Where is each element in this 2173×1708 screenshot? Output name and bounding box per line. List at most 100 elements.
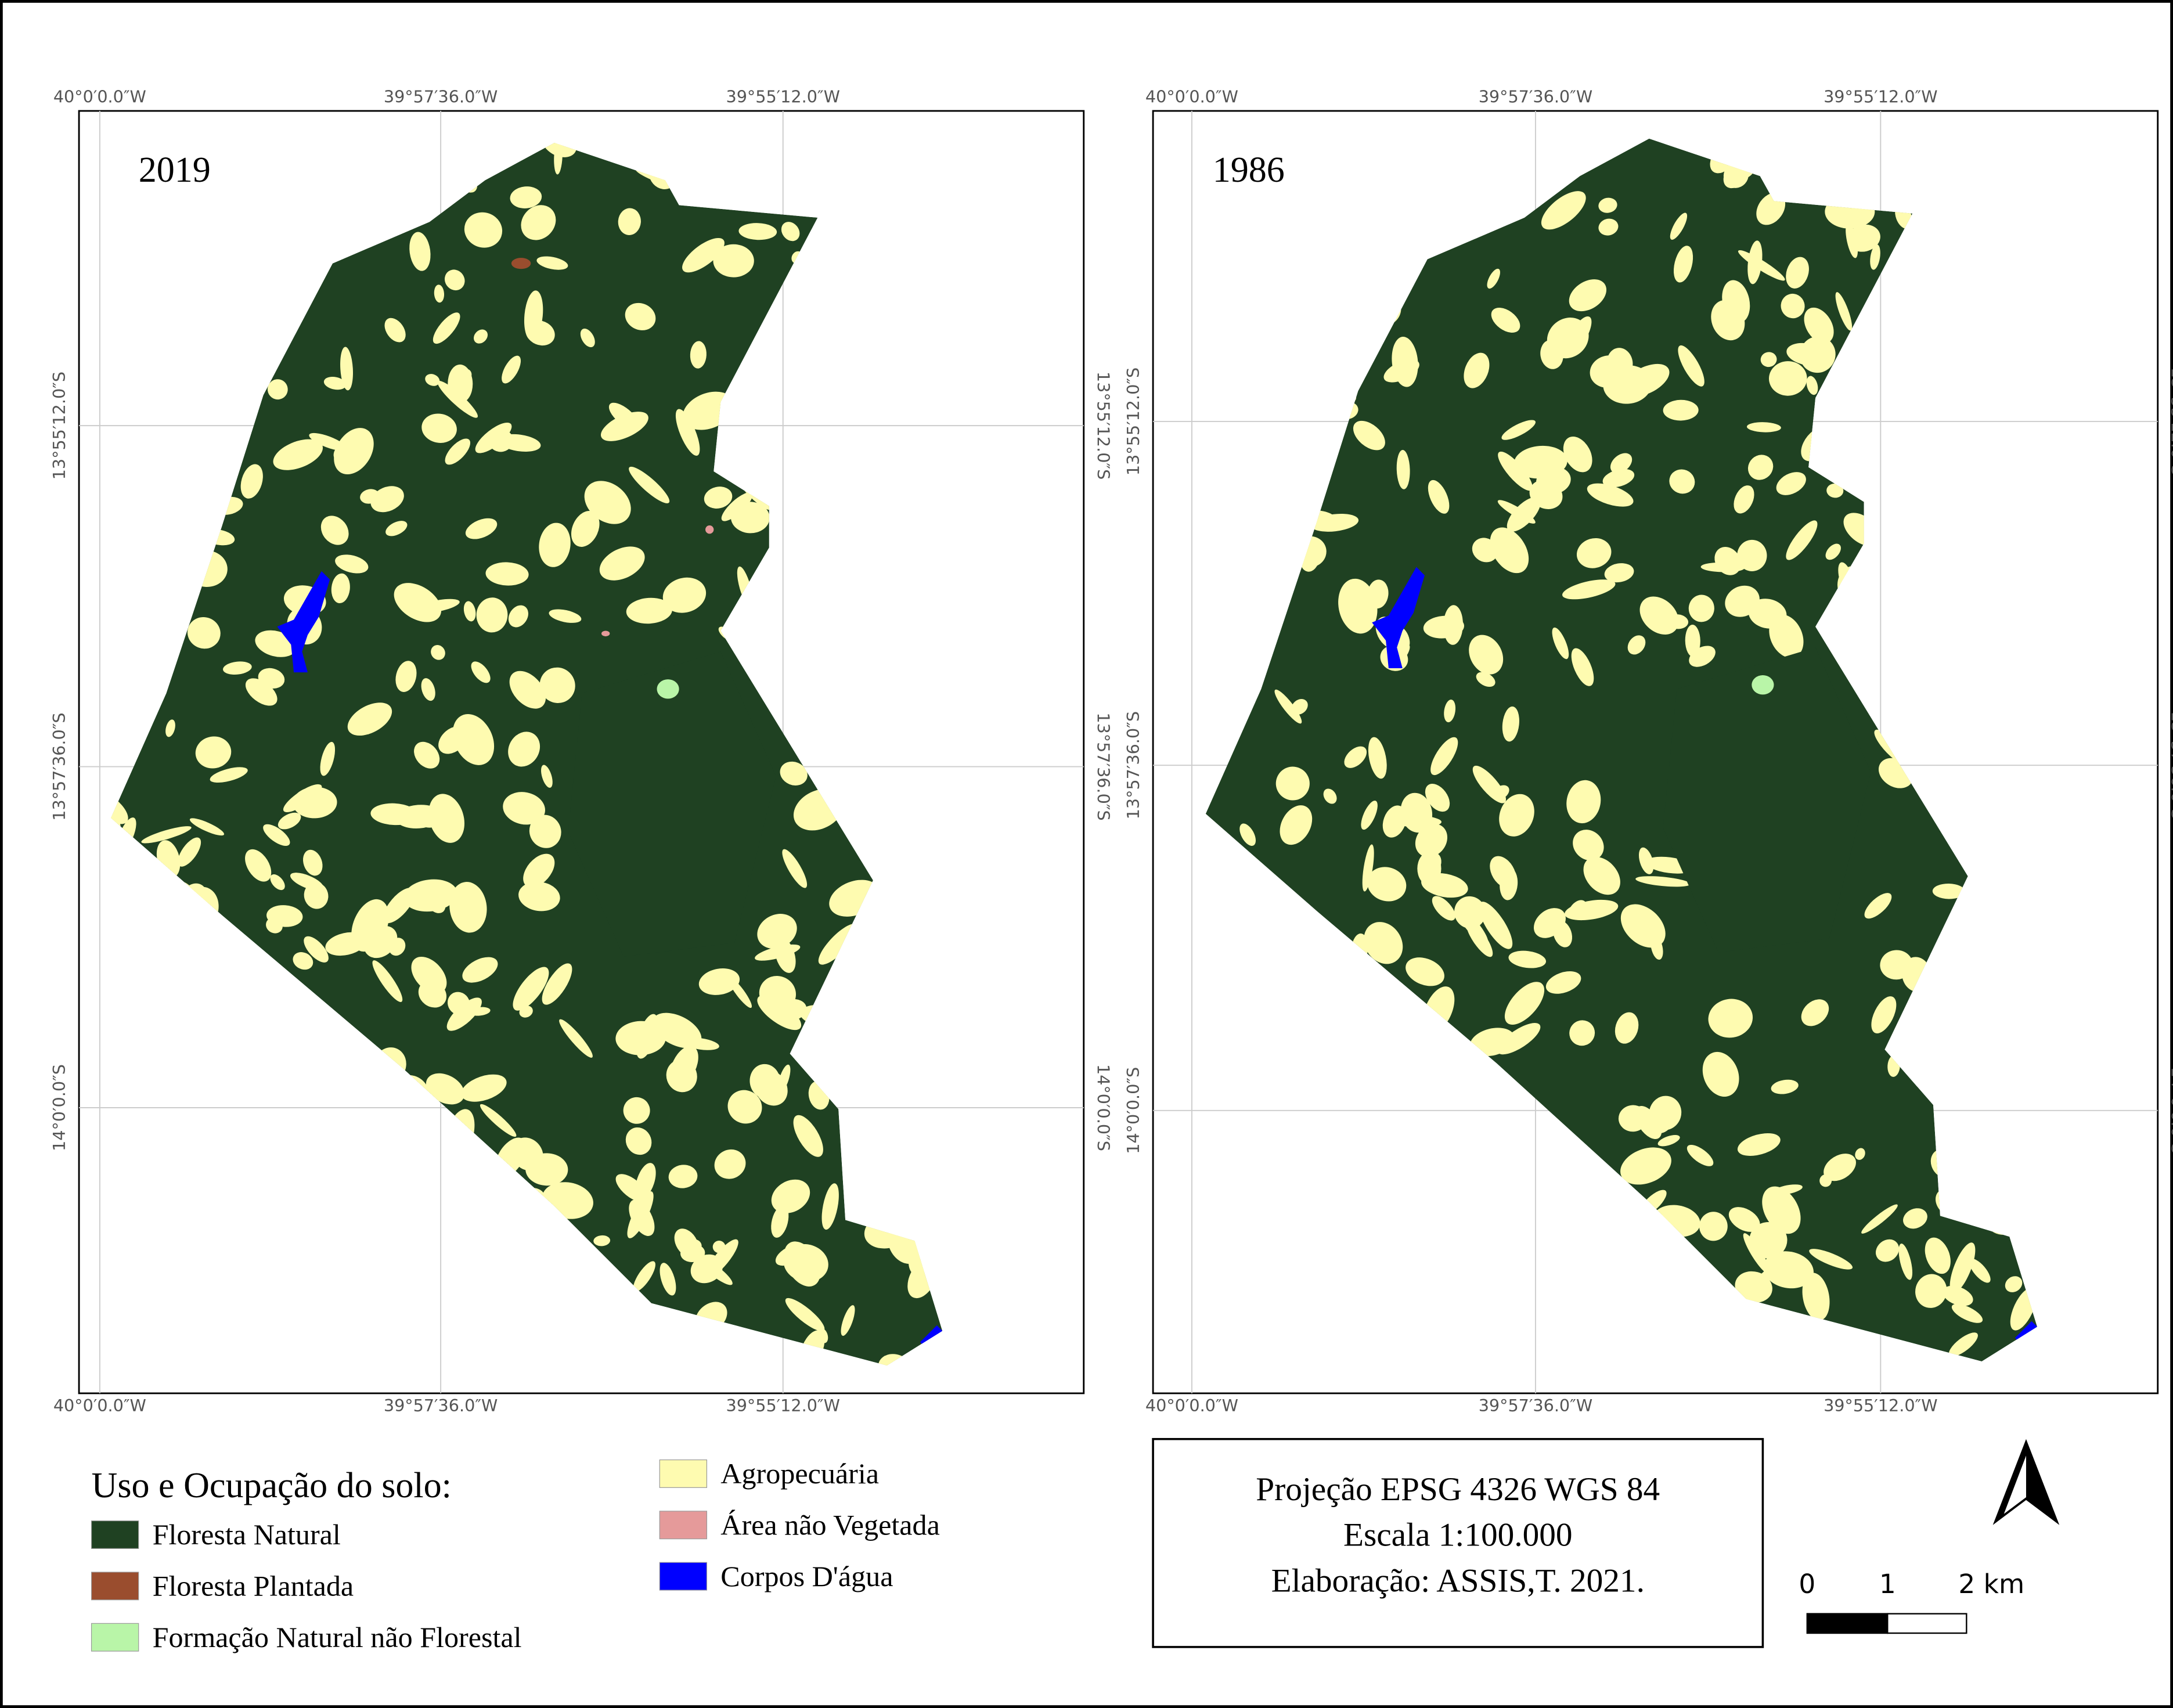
agro-patch xyxy=(395,661,417,692)
agro-patch xyxy=(431,645,445,660)
agro-patch xyxy=(273,439,323,470)
agro-patch xyxy=(668,1165,698,1188)
agro-patch xyxy=(539,523,571,567)
forest-base xyxy=(1205,138,2038,1362)
agro-patch xyxy=(1501,420,1536,440)
agro-patch xyxy=(1769,614,1804,658)
agro-patch xyxy=(1714,547,1741,575)
legend-title: Uso e Ocupação do solo: xyxy=(92,1466,452,1505)
agro-patch xyxy=(465,518,498,539)
agro-patch xyxy=(270,874,285,891)
agro-patch xyxy=(1657,1135,1680,1147)
agro-patch xyxy=(1508,950,1547,968)
agro-patch xyxy=(771,1179,810,1213)
info-box xyxy=(1152,1437,1764,1648)
agro-patch xyxy=(662,577,707,613)
agro-patch xyxy=(2005,1276,2023,1292)
agro-patch xyxy=(210,767,248,783)
agro-patch xyxy=(721,492,753,521)
agro-patch xyxy=(584,481,631,524)
agro-patch xyxy=(370,803,418,826)
agro-patch xyxy=(384,318,406,343)
agro-patch xyxy=(414,741,440,769)
coord-label-top: 40°0′0.0″W xyxy=(53,87,146,107)
agro-patch xyxy=(1504,982,1545,1025)
agro-patch xyxy=(608,402,639,430)
coord-label-bottom: 40°0′0.0″W xyxy=(1145,1396,1238,1415)
agro-patch xyxy=(1362,844,1374,892)
agro-patch xyxy=(781,222,800,242)
agro-patch xyxy=(110,790,128,824)
coord-label-bottom: 39°55′12.0″W xyxy=(726,1396,839,1415)
agro-patch xyxy=(1275,766,1310,801)
agro-patch xyxy=(1367,579,1389,609)
agro-patch xyxy=(1239,823,1256,846)
agro-patch xyxy=(1552,627,1569,660)
agro-patch xyxy=(425,374,440,386)
agro-patch xyxy=(444,269,465,291)
coord-label-top: 39°55′12.0″W xyxy=(1824,87,1937,107)
agro-patch xyxy=(1864,893,1892,919)
coord-label-left: 13°55′12.0″S xyxy=(1123,367,1143,475)
agro-patch xyxy=(428,794,465,843)
agro-patch xyxy=(1932,884,1965,899)
coord-label-left: 14°0′0.0″S xyxy=(1123,1067,1143,1154)
agro-patch xyxy=(304,936,329,963)
agro-patch xyxy=(625,302,656,330)
agro-patch xyxy=(629,466,670,503)
agro-patch xyxy=(793,1115,823,1157)
nonveg-patch xyxy=(705,525,714,534)
agro-patch xyxy=(189,818,225,836)
agro-patch xyxy=(636,1014,658,1059)
agro-patch xyxy=(267,379,288,400)
coord-label-right: 13°57′36.0″S xyxy=(1094,712,1113,820)
water xyxy=(1372,567,1425,669)
nonveg-patch xyxy=(601,630,610,637)
agro-patch xyxy=(1768,361,1807,396)
agro-patch xyxy=(1430,737,1458,776)
agro-patch xyxy=(1291,699,1308,715)
agro-patch xyxy=(623,1097,650,1124)
agro-patch xyxy=(524,290,543,340)
agro-patch xyxy=(1563,437,1592,473)
agro-patch xyxy=(755,944,801,961)
agro-patch xyxy=(1497,500,1536,524)
agro-patch xyxy=(559,1019,593,1058)
agro-patch xyxy=(633,1261,655,1292)
map-panel: 2019 40°0′0.0″W 40°0′0.0″W 39°57′36.0″W 39°5… xyxy=(49,87,1113,1415)
agro-patch xyxy=(1469,635,1504,675)
agro-patch xyxy=(541,142,577,157)
agro-patch xyxy=(293,787,337,819)
agro-patch xyxy=(1464,352,1490,388)
agro-patch xyxy=(1443,605,1463,645)
agro-patch xyxy=(1747,240,1763,284)
agro-patch xyxy=(727,1090,762,1124)
agro-patch xyxy=(593,1235,611,1246)
agro-patch xyxy=(1903,1208,1927,1229)
agro-patch xyxy=(1604,563,1634,583)
agro-patch xyxy=(1871,996,1897,1033)
agro-patch xyxy=(1627,635,1646,655)
agro-patch xyxy=(474,329,488,344)
agro-patch xyxy=(385,521,408,536)
agro-patch xyxy=(713,244,754,278)
agro-patch xyxy=(1502,706,1519,742)
agro-patch xyxy=(541,765,553,788)
legend-swatch xyxy=(659,1511,708,1540)
agro-patch xyxy=(1565,316,1592,356)
agro-patch xyxy=(1406,957,1444,986)
agro-patch xyxy=(1545,971,1581,994)
coord-label-right: 13°55′12.0″S xyxy=(2168,367,2173,475)
agro-patch xyxy=(462,957,498,983)
agro-patch xyxy=(1569,279,1607,312)
agro-patch xyxy=(818,1328,828,1343)
agro-patch xyxy=(698,968,740,995)
agro-patch xyxy=(1618,1105,1648,1132)
legend-label: Agropecuária xyxy=(720,1457,879,1490)
agro-patch xyxy=(1746,422,1781,433)
agro-patch xyxy=(523,853,555,888)
agro-patch xyxy=(1615,1012,1639,1044)
agro-patch xyxy=(1737,539,1767,571)
water xyxy=(277,571,330,673)
agro-patch xyxy=(1915,1274,1947,1308)
